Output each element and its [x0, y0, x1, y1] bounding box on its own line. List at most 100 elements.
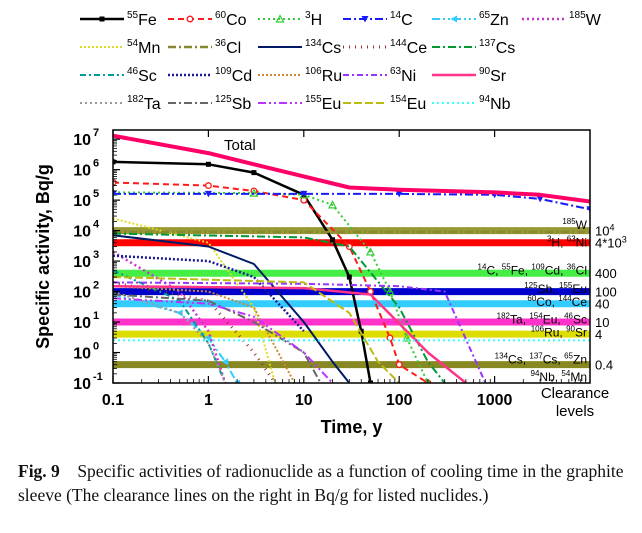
series-point-3H — [402, 333, 412, 342]
legend-label: 185W — [569, 10, 602, 29]
caption-label: Fig. 9 — [18, 461, 60, 481]
label-superscript: 154 — [529, 312, 543, 321]
clearance-value-label: 104 — [595, 223, 614, 239]
legend-item-155Eu: 155Eu — [258, 94, 341, 113]
legend-marker — [99, 16, 105, 22]
x-tick-label: 100 — [386, 392, 413, 409]
series-point-14C — [204, 190, 212, 198]
label-text: Cl — [576, 263, 587, 277]
clearance-nuclide-label: 134Cs, 137Cs, 65Zn — [495, 351, 587, 366]
y-tick-exponent: 2 — [93, 280, 99, 292]
legend-item-154Eu: 154Eu — [343, 94, 426, 113]
clearance-value-label: 400 — [595, 266, 617, 281]
label-superscript: 106 — [531, 325, 545, 334]
legend-superscript: 36 — [215, 38, 227, 49]
legend-label: 94Nb — [479, 94, 511, 113]
legend-item-36Cl: 36Cl — [168, 38, 241, 57]
series-line-46Sc — [113, 269, 227, 383]
label-text: Mn — [570, 370, 587, 384]
y-tick-exponent: 3 — [93, 249, 99, 261]
label-superscript: 46 — [564, 312, 573, 321]
legend-element: Cd — [232, 68, 252, 85]
legend-superscript: 94 — [479, 94, 491, 105]
legend-item-46Sc: 46Sc — [80, 66, 157, 85]
legend-element: Ce — [407, 40, 428, 57]
series-point-14C — [300, 190, 308, 198]
legend-label: 109Cd — [215, 66, 252, 85]
clearance-value-exponent: 3 — [622, 235, 627, 245]
legend-label: 106Ru — [305, 66, 342, 85]
legend-element: Mn — [138, 40, 160, 57]
label-text: Ce — [572, 295, 588, 309]
legend-item-106Ru: 106Ru — [258, 66, 342, 85]
legend-superscript: 3 — [305, 10, 311, 21]
label-text: C, — [486, 263, 501, 277]
clearance-value-text: 4*10 — [595, 236, 622, 251]
clearance-nuclide-label: 3H, 63Ni — [547, 235, 587, 250]
legend-element: W — [586, 12, 602, 29]
clearance-value-label: 40 — [595, 297, 609, 312]
legend-superscript: 46 — [127, 66, 139, 77]
series-point-14C — [113, 190, 117, 198]
series-point-60Co — [395, 361, 403, 369]
legend-element: Eu — [407, 96, 427, 113]
legend-element: Ta — [144, 96, 161, 113]
y-tick-label: 10 — [73, 193, 91, 210]
x-tick-label: 1 — [204, 392, 213, 409]
series-point-55Fe — [205, 161, 211, 167]
clearance-nuclide-label: 94Nb, 54Mn — [531, 369, 588, 384]
label-superscript: 90 — [566, 325, 575, 334]
series-point-65Zn — [221, 358, 229, 366]
legend-label: 3H — [305, 10, 322, 29]
y-tick-label: 10 — [73, 163, 91, 180]
legend-element: Sc — [138, 68, 157, 85]
legend-element: Sr — [490, 68, 507, 85]
y-tick-exponent: 1 — [93, 310, 99, 322]
label-text: W — [576, 218, 588, 232]
legend-label: 14C — [390, 10, 413, 29]
legend-label: 54Mn — [127, 38, 160, 57]
label-superscript: 63 — [567, 235, 576, 244]
label-superscript: 3 — [547, 235, 552, 244]
label-superscript: 54 — [561, 369, 570, 378]
clearance-value-text: 40 — [595, 297, 609, 312]
clearance-caption: levels — [556, 403, 594, 420]
label-text: Ni — [576, 236, 587, 250]
legend-item-137Cs: 137Cs — [432, 38, 515, 57]
clearance-nuclide-label: 106Ru, 90Sr — [531, 325, 587, 340]
series-line-55Fe — [113, 160, 372, 383]
legend-superscript: 125 — [215, 94, 232, 105]
legend-item-55Fe: 55Fe — [80, 10, 157, 29]
label-superscript: 60 — [527, 294, 536, 303]
legend-element: Zn — [490, 12, 509, 29]
total-label: Total — [224, 137, 256, 154]
legend-superscript: 154 — [390, 94, 407, 105]
legend-label: 125Sb — [215, 94, 251, 113]
clearance-nuclide-label: 14C, 55Fe, 109Cd, 36Cl — [478, 262, 587, 277]
legend-superscript: 109 — [215, 66, 232, 77]
clearance-caption: Clearance — [541, 385, 609, 402]
label-superscript: 55 — [502, 262, 511, 271]
legend-item-182Ta: 182Ta — [80, 94, 161, 113]
legend-superscript: 55 — [127, 10, 139, 21]
y-tick-label: 10 — [73, 254, 91, 271]
legend-element: Co — [226, 12, 247, 29]
clearance-value-label: 10 — [595, 315, 609, 330]
y-tick-exponent: -1 — [93, 371, 103, 383]
legend-superscript: 90 — [479, 66, 491, 77]
label-text: H, — [551, 236, 566, 250]
series-point-55Fe — [251, 170, 257, 176]
label-superscript: 65 — [564, 351, 573, 360]
legend-marker — [186, 15, 194, 23]
legend-superscript: 182 — [127, 94, 144, 105]
y-tick-label: 10 — [73, 376, 91, 393]
x-axis-label: Time, y — [321, 417, 383, 437]
clearance-nuclide-label: 125Sb, 155Eu — [524, 281, 587, 296]
legend-label: 36Cl — [215, 38, 241, 57]
legend-label: 55Fe — [127, 10, 157, 29]
legend-superscript: 185 — [569, 10, 586, 21]
legend-marker — [361, 16, 369, 23]
legend-label: 63Ni — [390, 66, 416, 85]
